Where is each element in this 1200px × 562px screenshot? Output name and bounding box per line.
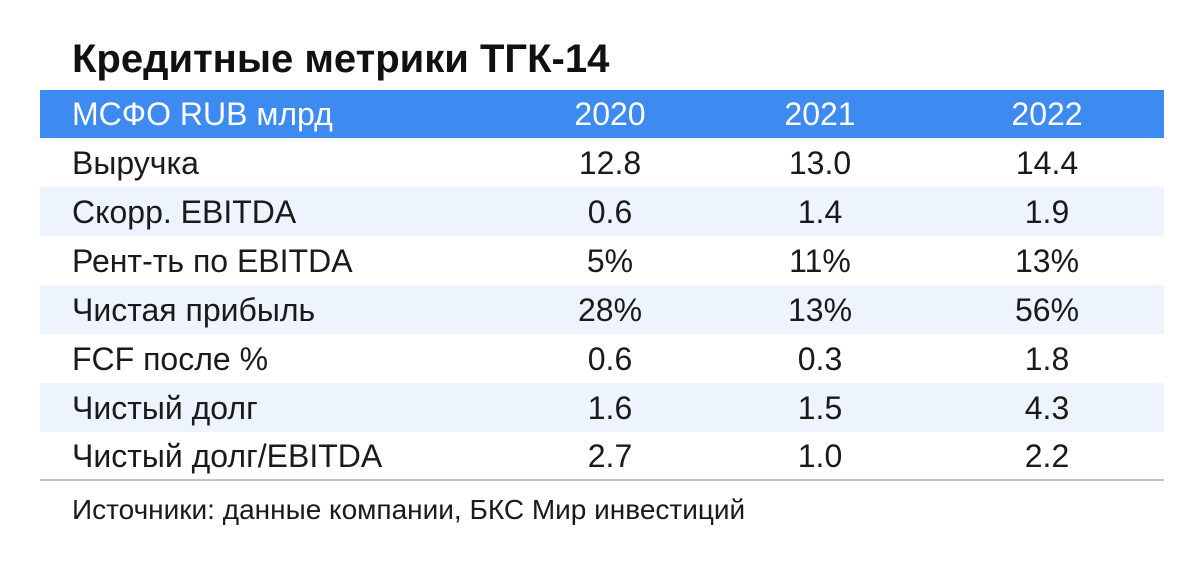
row-value: 2.7 — [587, 437, 633, 474]
row-value: 1.6 — [587, 389, 633, 426]
row-value: 56% — [1014, 291, 1080, 328]
row-value: 0.6 — [587, 340, 633, 377]
row-value: 1.8 — [1024, 340, 1070, 377]
row-value: 1.0 — [797, 437, 843, 474]
row-value: 14.4 — [1015, 144, 1079, 181]
row-label: Чистый долг/EBITDA — [72, 437, 383, 474]
row-value: 28% — [577, 291, 643, 328]
header-year-2022: 2022 — [1011, 96, 1083, 132]
row-value: 0.3 — [797, 340, 843, 377]
table-row: Чистый долг/EBITDA 2.7 1.0 2.2 — [40, 432, 1164, 481]
row-value: 2.2 — [1024, 437, 1070, 474]
row-value: 4.3 — [1024, 389, 1070, 426]
row-label: Рент-ть по EBITDA — [72, 242, 353, 279]
header-label: МСФО RUB млрд — [72, 96, 333, 132]
row-value: 5% — [586, 242, 634, 279]
metrics-table: МСФО RUB млрд 2020 2021 2022 Выручка 12.… — [40, 90, 1164, 481]
row-label: Чистая прибыль — [72, 291, 316, 328]
header-year-2021: 2021 — [784, 96, 856, 132]
table-row: Скорр. EBITDA 0.6 1.4 1.9 — [40, 187, 1164, 236]
row-value: 1.4 — [797, 193, 843, 230]
table-row: Выручка 12.8 13.0 14.4 — [40, 138, 1164, 187]
row-label: Скорр. EBITDA — [72, 193, 297, 230]
row-value: 13% — [1014, 242, 1080, 279]
row-value: 11% — [789, 242, 851, 279]
header-year-2020: 2020 — [574, 96, 646, 132]
source-note: Источники: данные компании, БКС Мир инве… — [72, 494, 746, 525]
row-value: 13% — [787, 291, 853, 328]
row-value: 1.5 — [797, 389, 843, 426]
page-title: Кредитные метрики ТГК-14 — [72, 37, 610, 81]
row-label: FCF после % — [72, 340, 269, 377]
row-value: 0.6 — [587, 193, 633, 230]
row-label: Выручка — [72, 144, 199, 181]
row-value: 12.8 — [578, 144, 642, 181]
table-row: Чистый долг 1.6 1.5 4.3 — [40, 383, 1164, 432]
row-label: Чистый долг — [72, 389, 258, 426]
row-value: 13.0 — [788, 144, 852, 181]
table-row: Чистая прибыль 28% 13% 56% — [40, 285, 1164, 334]
row-value: 1.9 — [1024, 193, 1070, 230]
table-header-row: МСФО RUB млрд 2020 2021 2022 — [40, 90, 1164, 138]
table-row: Рент-ть по EBITDA 5% 11% 13% — [40, 236, 1164, 285]
table-row: FCF после % 0.6 0.3 1.8 — [40, 334, 1164, 383]
